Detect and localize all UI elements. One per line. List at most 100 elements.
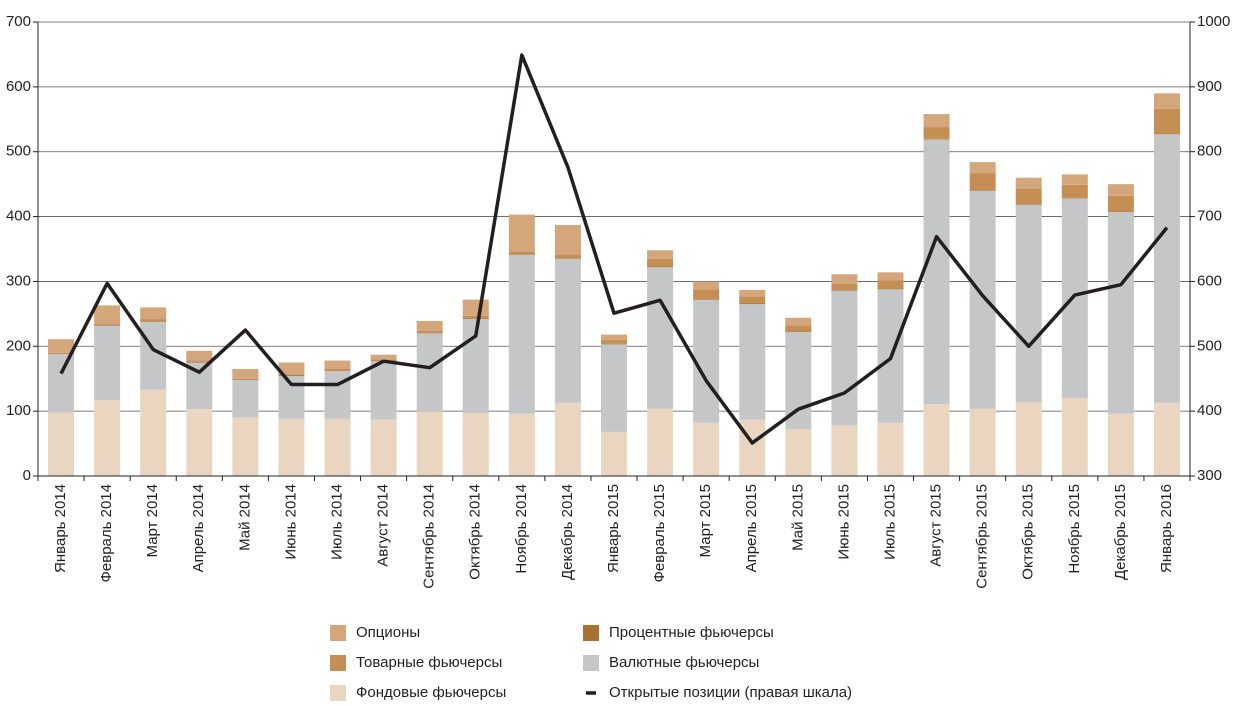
y2-tick-label: 800 [1197,143,1222,160]
bar-segment [278,375,305,377]
bar-segment [186,361,213,363]
legend-label: Валютные фьючерсы [609,654,759,671]
bar-segment [1153,402,1180,476]
bar-segment [1015,188,1042,205]
bar-segment [370,419,397,476]
bar-segment [785,325,812,332]
bar-segment [923,404,950,476]
bar-segment [1015,204,1042,403]
bar-segment [693,281,720,290]
bar-segment [324,370,351,371]
bar-segment [232,380,259,418]
bar-segment [94,400,121,476]
bar-segment [601,343,627,345]
x-tick-label: Февраль 2015 [651,484,668,583]
bar-segment [969,162,996,174]
y-tick-label: 300 [6,272,31,289]
bar-segment [831,289,858,291]
bar-segment [416,332,443,334]
bar-segment [186,360,213,362]
x-tick-label: Октябрь 2014 [467,484,484,580]
bar-segment [186,350,213,361]
legend-label: Опционы [356,624,420,641]
bar-segment [969,173,996,190]
bar-segment [739,289,766,297]
bar-segment [877,422,904,476]
bar-segment [462,315,489,319]
bar-segment [601,344,627,432]
bar-segment [969,189,996,191]
bar-segment [462,413,489,476]
bar-segment [232,378,259,380]
y2-tick-label: 300 [1197,467,1222,484]
bar-segment [462,318,489,320]
x-tick-label: Декабрь 2015 [1112,484,1129,580]
y-tick-label: 0 [23,467,31,484]
bar-segment [831,274,858,285]
x-tick-label: Май 2014 [236,484,253,551]
x-tick-label: Январь 2016 [1158,484,1175,573]
line-series [59,53,1169,445]
bar-segment [416,320,443,331]
x-tick-label: Ноябрь 2015 [1066,484,1083,574]
bar-segment [1107,212,1134,414]
bar-segment [693,298,720,300]
bar-segment [94,324,121,326]
bar-segment [1107,211,1134,213]
bar-segment [923,139,950,405]
y-tick-label: 700 [6,13,31,30]
bar-segment [416,333,443,412]
x-tick-label: Октябрь 2015 [1020,484,1037,580]
bar-segment [831,425,858,476]
bar-segment [508,254,535,414]
bar-segment [278,374,305,376]
bar-segment [508,254,535,255]
y-tick-label: 100 [6,402,31,419]
bar-segment [693,289,720,299]
bar-segment [739,296,766,304]
y2-tick-label: 900 [1197,78,1222,95]
bar-segment [324,368,351,371]
legend-label: Фондовые фьючерсы [356,684,506,701]
bar-segment [370,354,397,360]
x-tick-label: Сентябрь 2015 [974,484,991,589]
bar-segment [785,332,812,430]
bar-segment [647,250,674,259]
x-tick-label: Май 2015 [789,484,806,551]
legend-swatch [583,655,599,671]
y-tick-label: 200 [6,337,31,354]
y-tick-label: 500 [6,143,31,160]
x-tick-label: Июнь 2014 [282,484,299,560]
bar-segment [923,127,950,139]
legend-label: Товарные фьючерсы [356,654,502,671]
bar-segment [647,408,674,476]
bar-segment [1015,177,1042,189]
bar-segment [877,280,904,289]
legend-swatch [583,625,599,641]
bar-segment [416,411,443,476]
bar-segment [785,317,812,326]
bar-segment [462,299,489,316]
y2-tick-label: 1000 [1197,13,1230,30]
bar-segment [554,258,581,259]
bar-segment [831,290,858,426]
bar-segment [140,389,167,476]
bar-segment [923,114,950,128]
bar-segment [94,323,121,325]
bar-segment [969,190,996,409]
bar-segment [1061,198,1088,399]
bar-segment [647,258,674,267]
bar-segment [1153,134,1180,403]
bar-segment [969,408,996,476]
bar-segment [601,339,627,344]
bar-segment [1015,402,1042,476]
bar-segment [739,304,766,420]
x-tick-label: Август 2015 [928,484,945,567]
legend-swatch [330,625,346,641]
bar-segment [1107,413,1134,476]
y2-tick-label: 600 [1197,272,1222,289]
bar-segment [647,267,674,409]
bar-segment [48,339,75,353]
bar-segment [1015,204,1042,205]
x-tick-label: Февраль 2014 [98,484,115,583]
